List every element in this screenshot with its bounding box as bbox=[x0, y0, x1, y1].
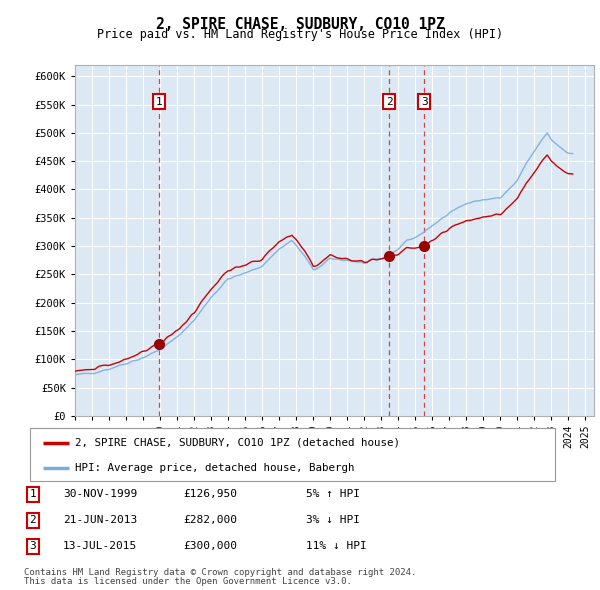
Text: £126,950: £126,950 bbox=[183, 490, 237, 499]
Text: 3: 3 bbox=[29, 542, 37, 551]
Text: Contains HM Land Registry data © Crown copyright and database right 2024.: Contains HM Land Registry data © Crown c… bbox=[24, 568, 416, 576]
Text: This data is licensed under the Open Government Licence v3.0.: This data is licensed under the Open Gov… bbox=[24, 577, 352, 586]
Text: 13-JUL-2015: 13-JUL-2015 bbox=[63, 542, 137, 551]
Text: HPI: Average price, detached house, Babergh: HPI: Average price, detached house, Babe… bbox=[74, 463, 354, 473]
Text: 1: 1 bbox=[155, 97, 162, 107]
Text: 21-JUN-2013: 21-JUN-2013 bbox=[63, 516, 137, 525]
Text: 2, SPIRE CHASE, SUDBURY, CO10 1PZ: 2, SPIRE CHASE, SUDBURY, CO10 1PZ bbox=[155, 17, 445, 31]
Text: 2: 2 bbox=[386, 97, 392, 107]
Text: 3: 3 bbox=[421, 97, 428, 107]
Text: 1: 1 bbox=[29, 490, 37, 499]
Text: £300,000: £300,000 bbox=[183, 542, 237, 551]
Text: 2, SPIRE CHASE, SUDBURY, CO10 1PZ (detached house): 2, SPIRE CHASE, SUDBURY, CO10 1PZ (detac… bbox=[74, 438, 400, 448]
Text: 5% ↑ HPI: 5% ↑ HPI bbox=[306, 490, 360, 499]
Text: £282,000: £282,000 bbox=[183, 516, 237, 525]
Text: 11% ↓ HPI: 11% ↓ HPI bbox=[306, 542, 367, 551]
Text: Price paid vs. HM Land Registry's House Price Index (HPI): Price paid vs. HM Land Registry's House … bbox=[97, 28, 503, 41]
Text: 30-NOV-1999: 30-NOV-1999 bbox=[63, 490, 137, 499]
Text: 2: 2 bbox=[29, 516, 37, 525]
Text: 3% ↓ HPI: 3% ↓ HPI bbox=[306, 516, 360, 525]
